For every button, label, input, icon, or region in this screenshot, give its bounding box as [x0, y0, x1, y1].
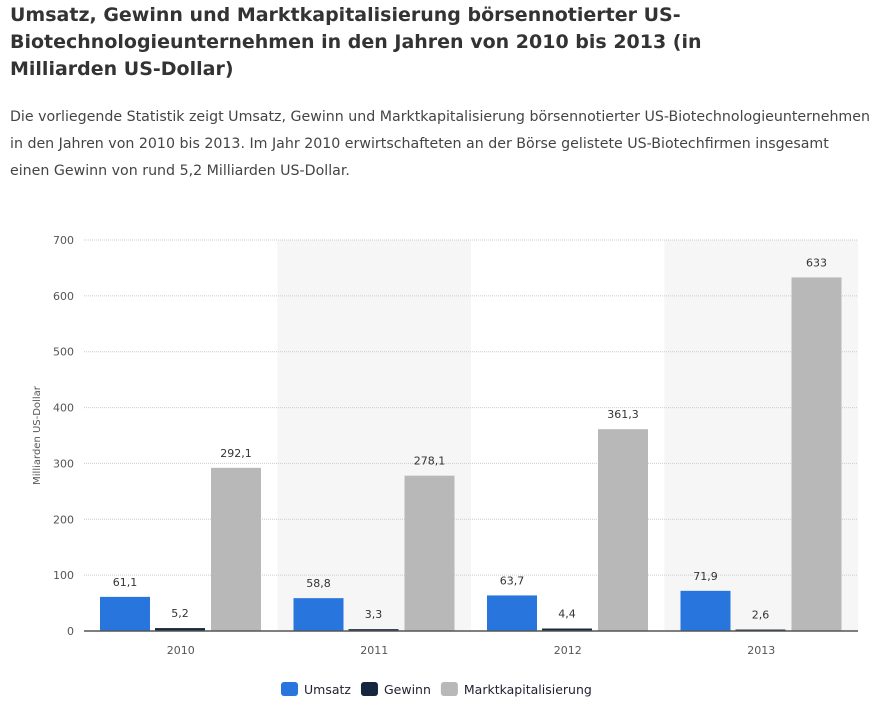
data-label: 292,1 [220, 447, 252, 460]
x-tick-label: 2011 [360, 644, 388, 657]
data-label: 3,3 [365, 608, 383, 621]
x-tick-label: 2010 [167, 644, 195, 657]
y-tick-label: 200 [53, 513, 74, 526]
data-label: 633 [806, 256, 827, 269]
data-label: 61,1 [113, 576, 138, 589]
y-axis-label: Milliarden US-Dollar [32, 385, 43, 485]
y-tick-label: 100 [53, 569, 74, 582]
data-label: 58,8 [306, 577, 331, 590]
page-title: Umsatz, Gewinn und Marktkapitalisierung … [10, 4, 702, 80]
data-label: 63,7 [500, 574, 525, 587]
x-tick-label: 2012 [554, 644, 582, 657]
bar-umsatz-2010 [100, 596, 150, 631]
y-tick-label: 400 [53, 402, 74, 415]
bar-umsatz-2012 [487, 595, 537, 631]
y-tick-label: 600 [53, 290, 74, 303]
bar-gewinn-2011 [348, 629, 399, 631]
bar-marktkapitalisierung-2010 [211, 467, 261, 631]
data-label: 278,1 [414, 455, 446, 468]
data-label: 71,9 [693, 570, 718, 583]
bar-umsatz-2011 [293, 598, 344, 631]
y-tick-label: 0 [67, 625, 74, 638]
legend-swatch-umsatz [281, 682, 298, 696]
legend-label-gewinn: Gewinn [384, 682, 431, 697]
y-tick-label: 300 [53, 457, 74, 470]
legend-swatch-marktkapitalisierung [440, 682, 458, 696]
legend-label-umsatz: Umsatz [304, 682, 351, 697]
data-label: 4,4 [558, 608, 576, 621]
description: Die vorliegende Statistik zeigt Umsatz, … [10, 109, 870, 179]
x-tick-label: 2013 [747, 644, 775, 657]
legend-swatch-gewinn [360, 682, 378, 696]
data-label: 2,6 [752, 609, 770, 622]
bar-gewinn-2012 [542, 628, 592, 631]
bar-gewinn-2010 [155, 628, 205, 631]
y-tick-label: 700 [53, 234, 74, 247]
bar-marktkapitalisierung-2011 [404, 475, 455, 631]
data-label: 361,3 [607, 408, 639, 421]
data-label: 5,2 [171, 607, 189, 620]
bar-marktkapitalisierung-2012 [598, 429, 648, 631]
bar-marktkapitalisierung-2013 [791, 277, 842, 631]
bar-umsatz-2013 [680, 590, 731, 631]
y-tick-label: 500 [53, 346, 74, 359]
legend-label-marktkapitalisierung: Marktkapitalisierung [464, 682, 592, 697]
